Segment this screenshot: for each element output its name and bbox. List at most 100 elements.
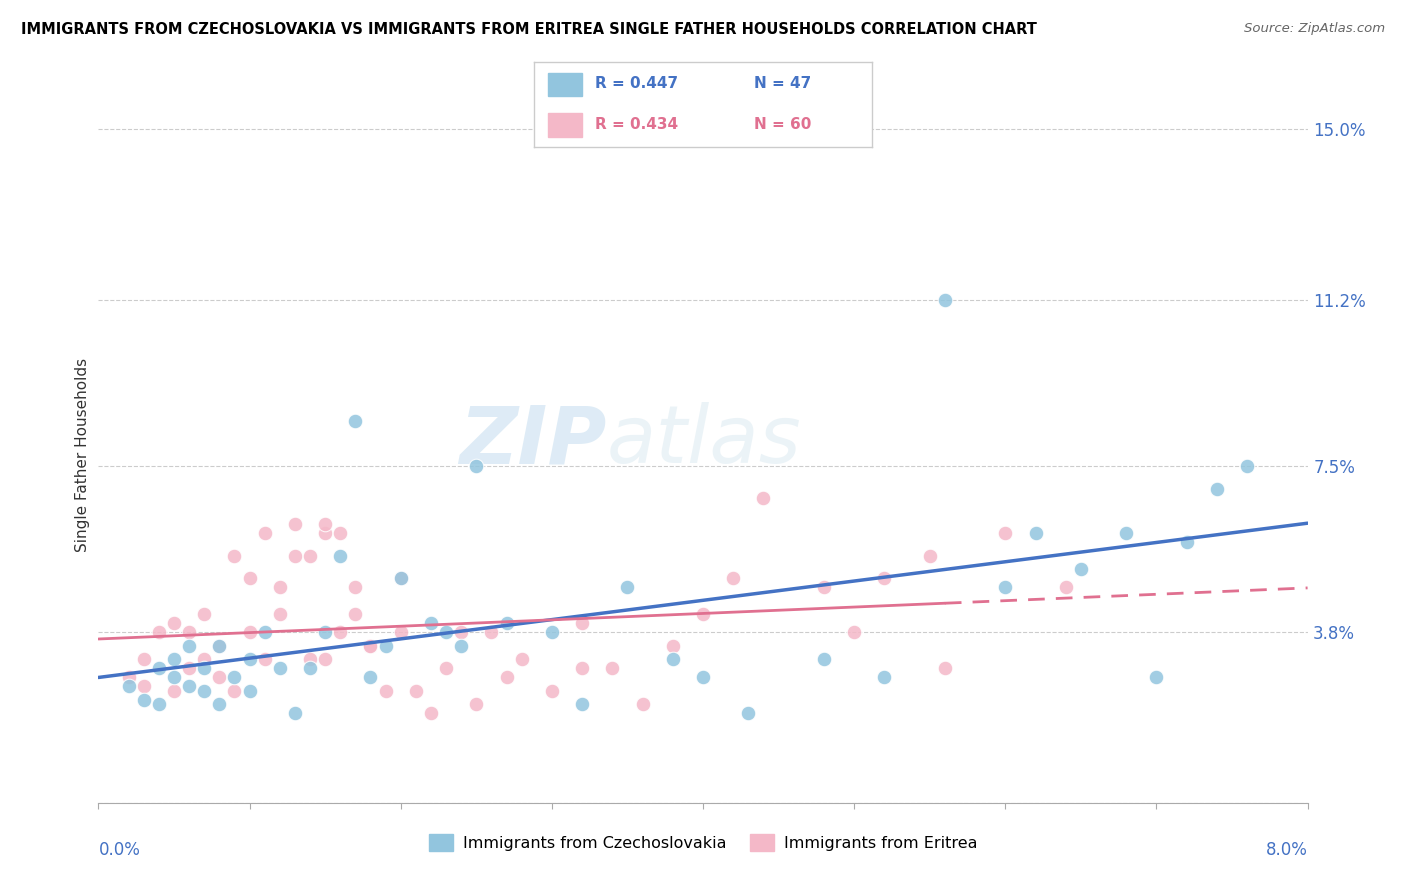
Point: [239, 571, 262, 585]
Point: [1236, 459, 1258, 474]
Text: 8.0%: 8.0%: [1265, 841, 1308, 859]
Point: [208, 639, 231, 653]
Point: [450, 639, 472, 653]
Point: [813, 580, 835, 594]
Point: [253, 526, 276, 541]
Point: [374, 683, 396, 698]
Point: [163, 670, 186, 684]
Point: [224, 549, 246, 563]
Point: [284, 549, 307, 563]
Point: [918, 549, 941, 563]
Point: [148, 661, 170, 675]
Bar: [548, 72, 582, 96]
Point: [118, 679, 141, 693]
Point: [329, 625, 352, 640]
Point: [994, 580, 1017, 594]
Point: [737, 706, 759, 720]
Point: [329, 549, 352, 563]
Text: N = 47: N = 47: [754, 76, 811, 91]
Point: [299, 652, 322, 666]
Point: [571, 697, 593, 711]
Point: [873, 670, 896, 684]
Point: [148, 697, 170, 711]
Point: [193, 661, 215, 675]
Point: [208, 639, 231, 653]
Point: [208, 697, 231, 711]
Text: Source: ZipAtlas.com: Source: ZipAtlas.com: [1244, 22, 1385, 36]
Point: [299, 661, 322, 675]
Point: [481, 625, 503, 640]
Point: [934, 293, 956, 307]
Point: [314, 625, 336, 640]
Point: [420, 706, 443, 720]
Y-axis label: Single Father Households: Single Father Households: [75, 358, 90, 552]
Point: [934, 661, 956, 675]
Text: 0.0%: 0.0%: [98, 841, 141, 859]
Point: [224, 683, 246, 698]
Point: [616, 580, 638, 594]
Point: [284, 706, 307, 720]
Text: atlas: atlas: [606, 402, 801, 480]
Bar: [548, 113, 582, 137]
Point: [465, 697, 488, 711]
Point: [541, 625, 564, 640]
Point: [224, 670, 246, 684]
Point: [1054, 580, 1077, 594]
Point: [193, 607, 215, 622]
Point: [541, 683, 564, 698]
Point: [571, 661, 593, 675]
Point: [450, 625, 472, 640]
Point: [148, 625, 170, 640]
Point: [495, 670, 517, 684]
Point: [269, 607, 291, 622]
Point: [269, 661, 291, 675]
Text: R = 0.434: R = 0.434: [595, 117, 678, 132]
Point: [344, 580, 367, 594]
Point: [179, 661, 201, 675]
Point: [253, 652, 276, 666]
Point: [132, 679, 155, 693]
Point: [434, 661, 457, 675]
Point: [118, 670, 141, 684]
Point: [132, 652, 155, 666]
Point: [631, 697, 654, 711]
Point: [1146, 670, 1168, 684]
Point: [179, 625, 201, 640]
Point: [752, 491, 775, 505]
Point: [662, 639, 685, 653]
Point: [1070, 562, 1092, 576]
Point: [179, 679, 201, 693]
Point: [163, 683, 186, 698]
Point: [434, 625, 457, 640]
Point: [360, 639, 382, 653]
Point: [662, 652, 685, 666]
Point: [1115, 526, 1137, 541]
Point: [723, 571, 745, 585]
Text: R = 0.447: R = 0.447: [595, 76, 678, 91]
Text: ZIP: ZIP: [458, 402, 606, 480]
Point: [495, 616, 517, 631]
Point: [994, 526, 1017, 541]
Point: [1175, 535, 1198, 549]
Point: [163, 652, 186, 666]
Point: [314, 517, 336, 532]
Point: [389, 571, 412, 585]
Point: [602, 661, 624, 675]
Point: [132, 692, 155, 706]
Point: [193, 652, 215, 666]
Point: [179, 639, 201, 653]
Point: [692, 607, 714, 622]
Point: [813, 652, 835, 666]
Point: [844, 625, 866, 640]
Point: [239, 625, 262, 640]
Point: [299, 549, 322, 563]
Point: [163, 616, 186, 631]
Point: [329, 526, 352, 541]
Point: [360, 670, 382, 684]
Point: [510, 652, 533, 666]
Point: [284, 517, 307, 532]
Point: [344, 414, 367, 428]
Point: [374, 639, 396, 653]
Text: N = 60: N = 60: [754, 117, 811, 132]
Point: [420, 616, 443, 631]
